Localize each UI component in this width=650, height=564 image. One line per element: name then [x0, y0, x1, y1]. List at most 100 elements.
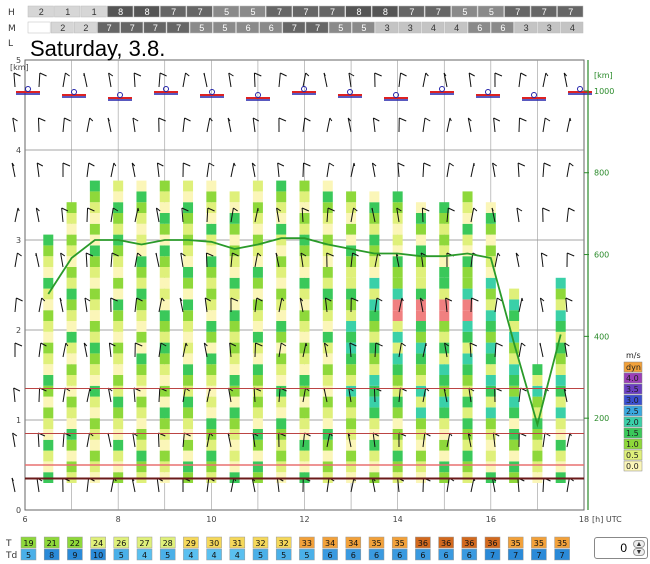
- wind-barb: [36, 477, 40, 493]
- wind-barb-flag: [565, 297, 573, 302]
- wind-segment: [113, 288, 124, 300]
- wind-segment: [462, 245, 473, 257]
- mid-cloud-value: 4: [431, 23, 436, 33]
- wind-barb-flag: [443, 72, 447, 77]
- t-box: [229, 536, 246, 549]
- wind-barb: [446, 162, 450, 178]
- wind-segment: [183, 418, 194, 429]
- wind-barb: [60, 252, 64, 268]
- wind-segment: [439, 245, 450, 257]
- wind-segment: [89, 364, 100, 375]
- td-box: [461, 548, 478, 561]
- wind-segment: [229, 245, 240, 257]
- cloud-base-dot: [347, 89, 353, 95]
- wind-segment: [66, 385, 77, 397]
- wind-barb: [86, 477, 90, 493]
- wind-barb-flag: [233, 207, 238, 212]
- wind-barb: [302, 432, 306, 448]
- stepper-up-icon[interactable]: ▲: [633, 540, 645, 548]
- hour-stepper[interactable]: ▲ ▼: [594, 537, 648, 559]
- cloud-base-dot: [25, 86, 31, 92]
- wind-barb: [62, 432, 65, 448]
- wind-segment: [555, 277, 566, 289]
- wind-segment: [89, 299, 100, 311]
- wind-barb-flag: [375, 342, 383, 347]
- wind-segment: [462, 288, 473, 300]
- wind-barb-flag: [495, 342, 503, 347]
- wind-barb-flag: [305, 72, 310, 77]
- wind-barb-flag: [41, 297, 46, 302]
- wind-segment: [346, 234, 357, 246]
- wind-segment: [136, 191, 147, 203]
- td-value: 5: [304, 551, 309, 560]
- wind-segment: [206, 267, 217, 278]
- td-box: [252, 548, 269, 561]
- wind-segment: [66, 321, 77, 332]
- wind-segment: [206, 407, 217, 419]
- td-value: 7: [513, 551, 518, 560]
- wind-segment: [89, 245, 100, 257]
- wind-barb-flag: [61, 207, 69, 212]
- wind-segment: [252, 342, 263, 354]
- wind-segment: [392, 277, 403, 289]
- wind-barb-flag: [397, 162, 405, 167]
- td-value: 8: [49, 551, 54, 560]
- stepper-down-icon[interactable]: ▼: [633, 548, 645, 556]
- wind-segment: [555, 375, 566, 386]
- mid-cloud-value: 7: [107, 23, 112, 33]
- wind-segment: [136, 288, 147, 300]
- wind-segment: [485, 288, 496, 300]
- mid-cloud-cell: [537, 21, 561, 34]
- wind-barb-flag: [207, 207, 215, 212]
- wind-segment: [89, 213, 100, 224]
- wind-segment: [369, 267, 380, 278]
- right-tick-label: 1000: [594, 87, 614, 96]
- cloud-base-dot: [163, 86, 169, 92]
- t-box: [67, 536, 83, 549]
- t-value: 32: [279, 539, 289, 548]
- wind-barb: [372, 432, 376, 448]
- wind-segment: [392, 213, 403, 224]
- wind-segment: [322, 245, 333, 257]
- t-box: [391, 536, 408, 549]
- wind-segment: [555, 418, 566, 429]
- hour-stepper-input[interactable]: [595, 538, 631, 558]
- high-cloud-value: 7: [277, 7, 282, 17]
- wind-segment: [229, 321, 240, 332]
- wind-segment: [159, 299, 170, 311]
- wind-barb-flag: [353, 162, 356, 167]
- right-tick-label: 200: [594, 414, 609, 423]
- wind-barb-flag: [304, 117, 311, 122]
- wind-segment: [509, 461, 520, 473]
- mid-cloud-value: 7: [315, 23, 320, 33]
- wind-barb: [35, 207, 40, 223]
- wind-segment: [206, 234, 217, 246]
- wind-segment: [462, 407, 473, 419]
- wind-barb: [108, 72, 112, 88]
- td-value: 6: [374, 551, 379, 560]
- wind-segment: [66, 342, 77, 354]
- wind-segment: [346, 191, 357, 203]
- t-value: 33: [302, 539, 312, 548]
- wind-segment: [346, 267, 357, 278]
- wind-barb: [444, 342, 448, 358]
- mid-cloud-cell: [282, 21, 306, 34]
- high-cloud-cell: [133, 5, 160, 18]
- wind-segment: [89, 450, 100, 462]
- td-box: [415, 548, 431, 561]
- wind-barb-flag: [569, 162, 574, 167]
- wind-segment: [66, 439, 77, 451]
- wind-segment: [346, 385, 357, 397]
- wind-barb-flag: [62, 162, 71, 167]
- wind-segment: [439, 234, 450, 246]
- td-box: [206, 548, 222, 561]
- wind-segment: [113, 223, 124, 235]
- mid-cloud-cell: [97, 21, 120, 34]
- wind-barb-flag: [276, 207, 282, 212]
- wind-barb-flag: [348, 72, 355, 77]
- wind-barb-flag: [12, 432, 18, 437]
- wind-segment: [322, 267, 333, 278]
- wind-barb: [134, 207, 139, 223]
- wind-barb: [110, 252, 113, 268]
- mid-cloud-cell: [213, 21, 236, 34]
